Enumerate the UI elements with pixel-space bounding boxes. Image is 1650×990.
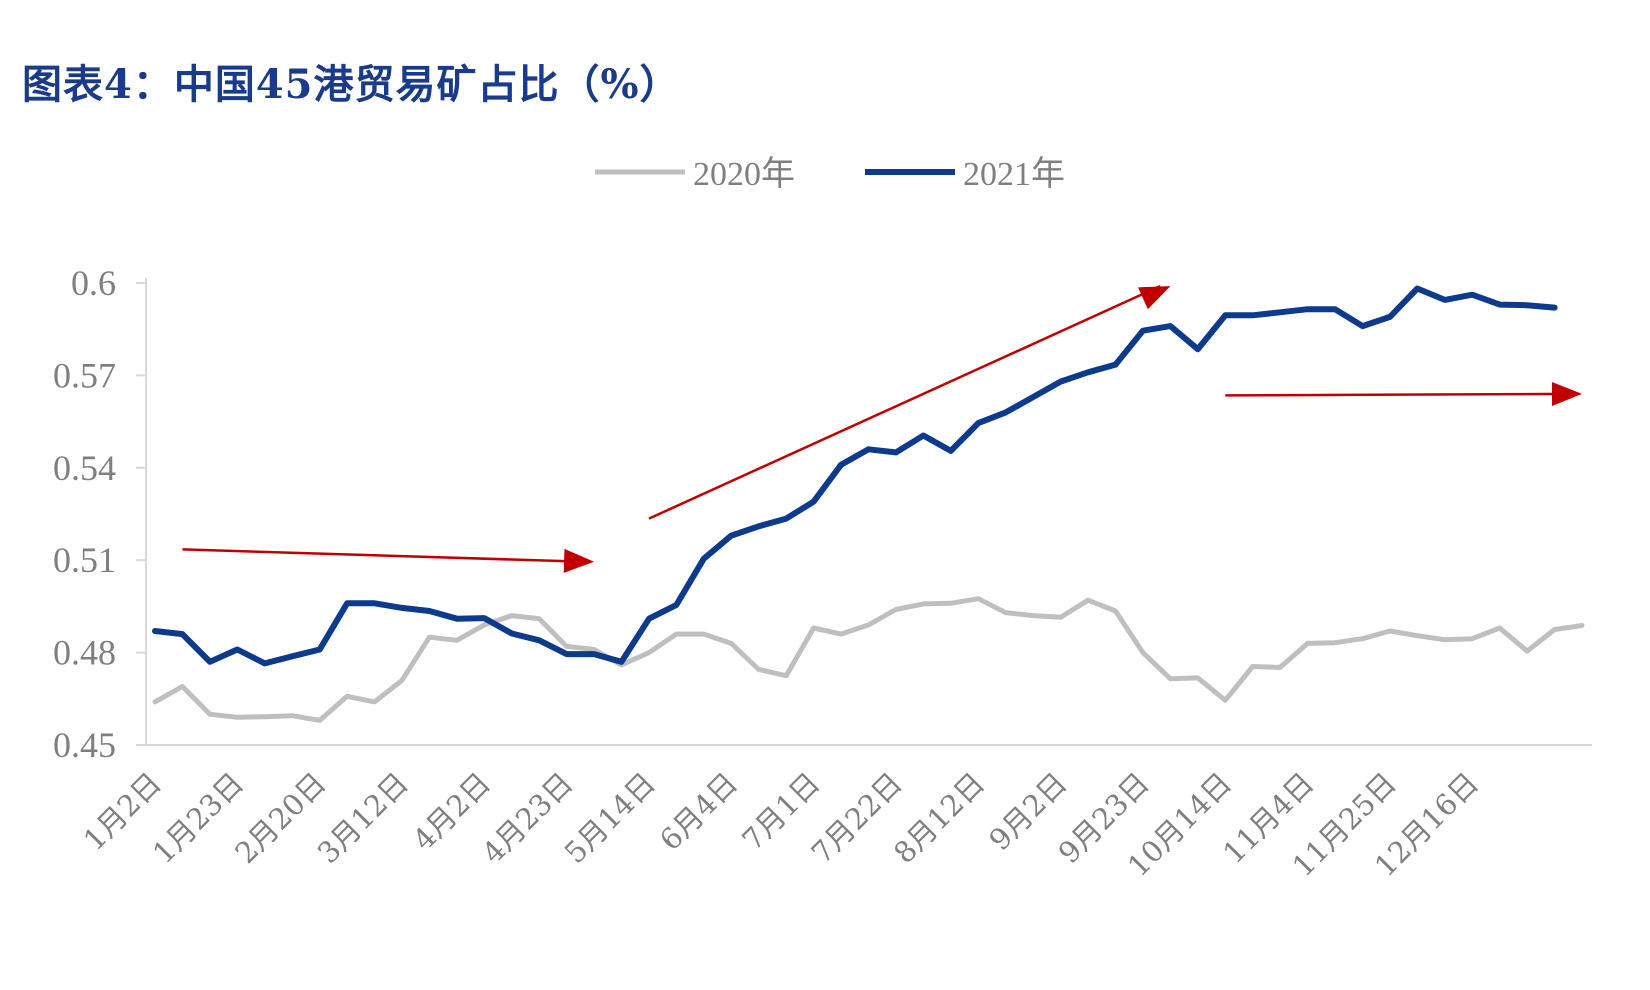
y-tick-label: 0.51 <box>53 540 116 580</box>
x-tick-label: 2月20日 <box>228 766 332 870</box>
arrow-head <box>1138 286 1171 310</box>
arrow-head <box>1551 382 1582 407</box>
trend-arrow <box>182 548 585 563</box>
trend-arrow <box>648 284 1161 520</box>
x-tick-label: 1月23日 <box>146 766 250 870</box>
y-tick-label: 0.45 <box>53 725 116 765</box>
x-tick-label: 4月23日 <box>475 766 579 870</box>
y-tick-label: 0.6 <box>71 263 116 303</box>
x-tick-label: 6月4日 <box>653 766 744 857</box>
legend-label: 2021年 <box>963 155 1065 193</box>
legend-label: 2020年 <box>693 155 795 193</box>
series-line-2020年 <box>152 596 1585 723</box>
trend-arrow <box>1225 392 1573 397</box>
y-tick-label: 0.48 <box>53 633 116 673</box>
y-tick-label: 0.54 <box>53 448 116 488</box>
y-tick-label: 0.57 <box>53 355 116 395</box>
x-tick-label: 8月12日 <box>887 766 991 870</box>
x-tick-label: 7月22日 <box>805 766 909 870</box>
arrow-head <box>563 548 595 573</box>
x-tick-label: 3月12日 <box>311 766 415 870</box>
x-tick-label: 5月14日 <box>558 766 662 870</box>
chart-title: 图表4：中国45港贸易矿占比（%） <box>22 61 681 108</box>
series-line-2021年 <box>152 285 1558 667</box>
